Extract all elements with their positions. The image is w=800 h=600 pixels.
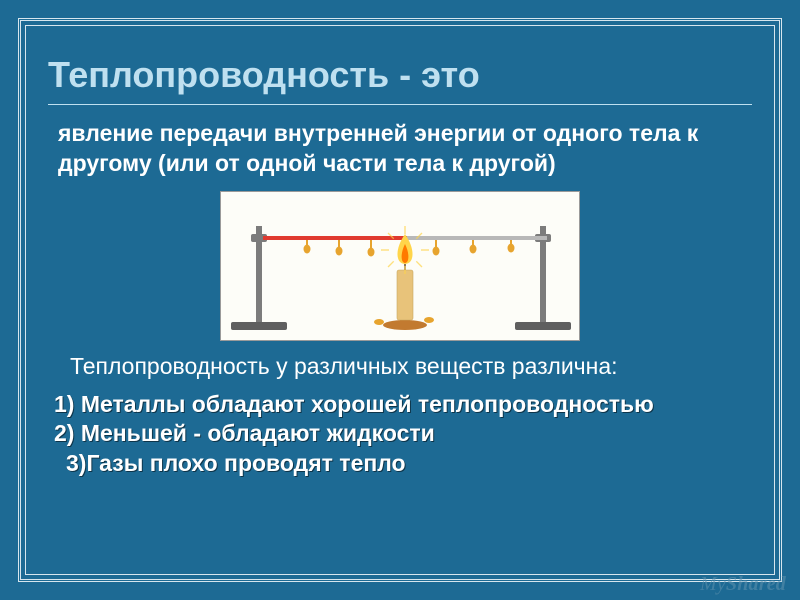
slide-title: Теплопроводность - это	[48, 54, 752, 105]
watermark-part-a: My	[700, 573, 726, 595]
inner-border: Теплопроводность - это явление передачи …	[25, 25, 775, 575]
list-item-3: 3)Газы плохо проводят тепло	[54, 449, 752, 478]
candle-rod-diagram	[221, 192, 581, 342]
list-item-2: 2) Меньшей - обладают жидкости	[54, 419, 752, 448]
list-item-1: 1) Металлы обладают хорошей теплопроводн…	[54, 390, 752, 419]
watermark-part-b: Shared	[726, 573, 786, 595]
slide-root: Теплопроводность - это явление передачи …	[0, 0, 800, 600]
outer-border: Теплопроводность - это явление передачи …	[18, 18, 782, 582]
subheading: Теплопроводность у различных веществ раз…	[48, 353, 752, 380]
experiment-illustration	[220, 191, 580, 341]
watermark: MyShared	[700, 573, 786, 596]
definition-text: явление передачи внутренней энергии от о…	[48, 119, 752, 179]
facts-list: 1) Металлы обладают хорошей теплопроводн…	[48, 390, 752, 478]
